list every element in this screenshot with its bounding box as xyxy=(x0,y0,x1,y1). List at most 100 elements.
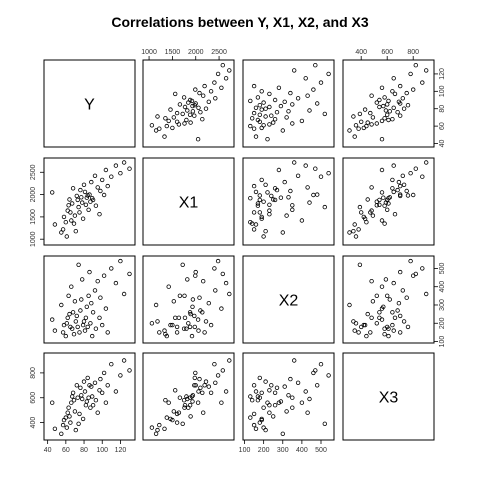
left-axis-label-x1-2000: 2000 xyxy=(30,187,37,203)
point-x3-vs-x2-20 xyxy=(251,411,257,417)
point-x1-vs-x2-20 xyxy=(251,210,257,215)
panel-frame-x2-x3 xyxy=(342,255,435,344)
point-y-vs-x3-22 xyxy=(387,109,392,114)
point-x3-vs-x2-33 xyxy=(282,384,287,389)
point-x1-vs-x3-25 xyxy=(401,182,407,187)
point-x1-vs-y-38 xyxy=(95,185,100,190)
point-x2-vs-x1-17 xyxy=(192,313,197,319)
point-x2-vs-x1-30 xyxy=(177,293,183,298)
point-x1-vs-x3-12 xyxy=(386,201,391,206)
point-y-vs-x2-29 xyxy=(257,102,262,108)
point-x3-vs-y-12 xyxy=(69,394,75,399)
bottom-axis-label-y-120: 120 xyxy=(115,447,127,454)
point-x1-vs-x2-28 xyxy=(278,195,284,200)
point-y-vs-x2-6 xyxy=(261,123,266,128)
point-y-vs-x2-49 xyxy=(313,62,318,68)
point-x1-vs-x2-17 xyxy=(269,193,274,199)
point-x1-vs-x3-47 xyxy=(408,170,413,176)
point-x2-vs-y-2 xyxy=(59,302,64,308)
point-x3-vs-y-29 xyxy=(85,375,90,381)
point-x3-vs-x2-36 xyxy=(295,380,301,385)
point-y-vs-x1-26 xyxy=(196,105,201,110)
point-x3-vs-y-37 xyxy=(93,398,99,403)
point-x3-vs-x1-30 xyxy=(177,395,183,400)
point-x1-vs-y-45 xyxy=(109,174,114,179)
point-y-vs-x2-43 xyxy=(276,85,282,90)
point-x2-vs-y-8 xyxy=(66,293,71,298)
point-x3-vs-y-21 xyxy=(78,385,83,390)
point-y-vs-x1-1 xyxy=(162,134,167,139)
point-x1-vs-y-5 xyxy=(63,219,68,225)
point-x3-vs-x2-42 xyxy=(311,370,316,376)
point-y-vs-x3-24 xyxy=(362,107,368,112)
point-x1-vs-x3-40 xyxy=(404,188,409,194)
point-x1-vs-y-18 xyxy=(75,197,80,203)
point-x2-vs-y-14 xyxy=(71,332,77,337)
point-x2-vs-x3-22 xyxy=(387,297,392,302)
point-x1-vs-y-14 xyxy=(71,221,77,226)
point-x2-vs-y-32 xyxy=(88,321,93,326)
point-x1-vs-x3-43 xyxy=(379,167,385,173)
point-x1-vs-x2-22 xyxy=(286,195,291,200)
point-x2-vs-x1-4 xyxy=(170,322,175,328)
bottom-axis-label-y-100: 100 xyxy=(96,447,108,454)
point-x3-vs-x1-21 xyxy=(198,385,203,390)
point-y-vs-x3-11 xyxy=(379,118,385,124)
point-x3-vs-x1-35 xyxy=(187,403,193,408)
point-x1-vs-y-37 xyxy=(93,203,99,208)
point-x2-vs-y-44 xyxy=(105,330,110,335)
point-x3-vs-x1-48 xyxy=(227,358,232,363)
point-y-vs-x3-41 xyxy=(390,89,395,94)
point-x3-vs-x2-2 xyxy=(280,431,285,436)
point-x1-vs-x2-47 xyxy=(326,170,331,176)
point-x1-vs-y-2 xyxy=(59,230,64,235)
point-y-vs-x2-26 xyxy=(253,105,259,110)
point-x1-vs-x2-31 xyxy=(315,192,320,197)
point-y-vs-x2-16 xyxy=(263,114,268,119)
point-x2-vs-x3-5 xyxy=(364,333,369,339)
point-x1-vs-y-30 xyxy=(86,207,91,212)
point-x2-vs-x1-38 xyxy=(200,279,206,284)
point-x1-vs-x2-32 xyxy=(261,199,266,204)
point-x3-vs-y-38 xyxy=(95,410,100,415)
point-x2-vs-x3-19 xyxy=(357,262,363,267)
point-x3-vs-y-32 xyxy=(88,405,93,410)
point-x3-vs-x2-44 xyxy=(251,383,257,388)
point-y-vs-x3-13 xyxy=(390,116,395,122)
panel-frame-x1-y xyxy=(43,157,136,246)
point-x2-vs-x1-3 xyxy=(157,330,162,335)
point-x3-vs-x1-40 xyxy=(197,376,202,382)
point-x3-vs-x2-5 xyxy=(248,415,253,420)
point-x1-vs-x3-29 xyxy=(405,193,411,198)
point-x3-vs-x2-13 xyxy=(272,390,278,395)
point-x2-vs-y-20 xyxy=(77,330,82,335)
point-x1-vs-x2-25 xyxy=(263,182,268,187)
point-x2-vs-y-18 xyxy=(75,324,80,330)
point-x3-vs-x2-10 xyxy=(257,420,262,425)
point-x1-vs-x2-15 xyxy=(284,213,289,218)
point-x1-vs-x3-16 xyxy=(351,228,356,234)
point-x2-vs-y-5 xyxy=(63,333,68,339)
point-x1-vs-x3-35 xyxy=(377,197,382,203)
point-x3-vs-x1-38 xyxy=(200,410,206,415)
point-x2-vs-x3-14 xyxy=(382,332,387,337)
point-y-vs-x1-15 xyxy=(171,115,176,120)
point-y-vs-x3-1 xyxy=(352,134,357,139)
point-x2-vs-x1-37 xyxy=(181,326,187,331)
panel-frame-x2-x2 xyxy=(242,255,335,344)
point-x3-vs-x1-9 xyxy=(188,414,193,419)
point-x2-vs-x1-31 xyxy=(193,269,198,275)
point-x3-vs-x2-17 xyxy=(269,383,274,388)
point-y-vs-x3-39 xyxy=(392,91,398,97)
point-y-vs-x2-21 xyxy=(274,109,280,115)
point-y-vs-x2-39 xyxy=(267,91,272,97)
point-x2-vs-y-19 xyxy=(76,262,81,267)
point-y-vs-x2-8 xyxy=(290,121,295,126)
point-y-vs-x2-3 xyxy=(251,126,257,131)
point-x3-vs-y-1 xyxy=(52,426,58,431)
point-x2-vs-x3-44 xyxy=(398,330,403,335)
point-x2-vs-x1-9 xyxy=(188,311,193,317)
point-x3-vs-x1-41 xyxy=(208,390,214,395)
point-x1-vs-y-9 xyxy=(67,197,72,202)
point-y-vs-x3-14 xyxy=(382,116,387,121)
